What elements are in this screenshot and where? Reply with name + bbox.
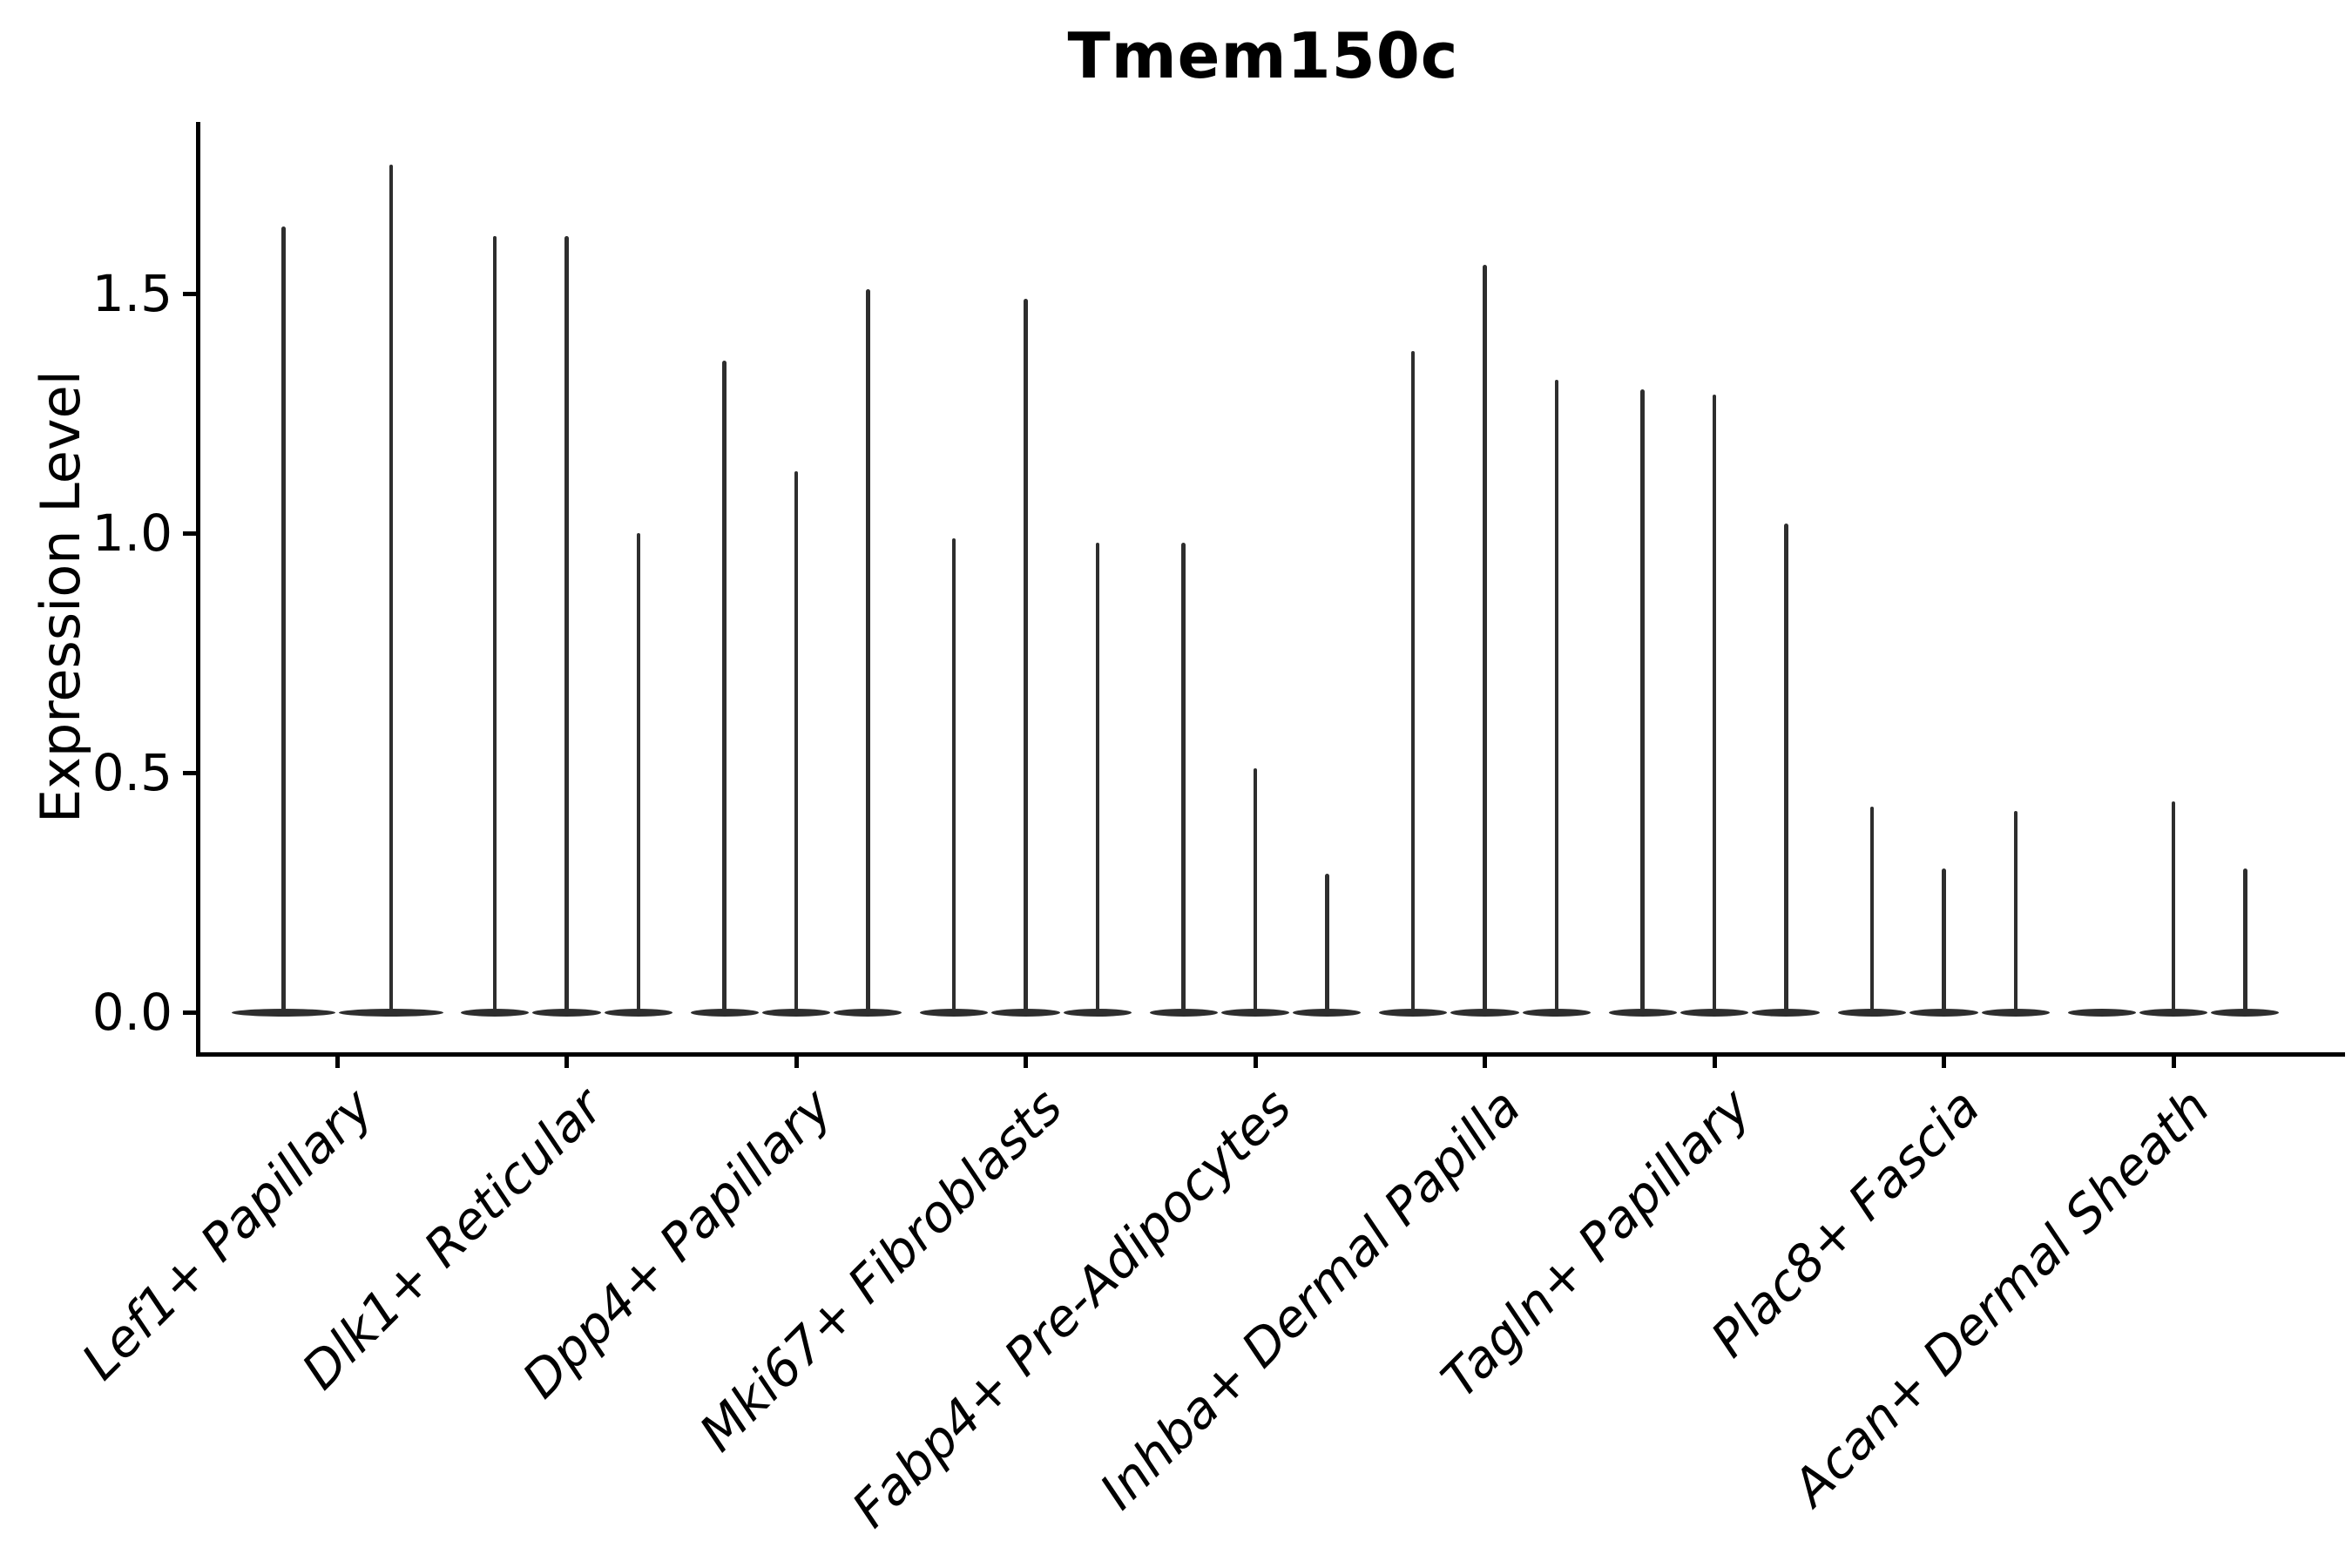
violin-base <box>1149 1008 1218 1017</box>
y-tick-label: 0.0 <box>91 983 172 1042</box>
x-tick <box>1024 1054 1028 1068</box>
x-tick <box>1942 1054 1946 1068</box>
violin-base <box>1220 1008 1290 1017</box>
violin-spike <box>2013 811 2018 1012</box>
y-tick-label: 1.0 <box>91 504 172 563</box>
violin-base <box>920 1008 989 1017</box>
y-tick-label: 0.5 <box>91 743 172 802</box>
violin-base <box>532 1008 601 1017</box>
violin-base <box>834 1008 902 1017</box>
violin-spike <box>2243 868 2247 1012</box>
violin-base <box>2139 1008 2208 1017</box>
y-tick <box>183 1010 196 1015</box>
violin-base <box>1680 1008 1749 1017</box>
violin-spike <box>1869 806 1875 1012</box>
violin-base <box>1752 1008 1821 1017</box>
violin-base <box>2211 1008 2280 1017</box>
violin-base <box>761 1008 831 1017</box>
x-tick <box>1712 1054 1717 1068</box>
x-tick <box>1253 1054 1258 1068</box>
violin-spike <box>1640 389 1645 1012</box>
violin-base <box>1379 1008 1448 1017</box>
violin-base <box>1838 1008 1907 1017</box>
violin-base <box>1981 1008 2050 1017</box>
violin-base <box>231 1008 335 1017</box>
violin-base <box>991 1008 1060 1017</box>
violin-base <box>1293 1008 1362 1017</box>
violin-spike <box>1325 873 1329 1012</box>
violin-base <box>1909 1008 1978 1017</box>
violin-spike <box>1410 351 1416 1012</box>
violin-base <box>690 1008 759 1017</box>
violin-base <box>1450 1008 1519 1017</box>
violin-spike <box>636 533 641 1012</box>
x-tick <box>794 1054 799 1068</box>
violin-spike <box>2171 801 2176 1012</box>
violin-base <box>461 1008 530 1017</box>
y-tick <box>183 531 196 536</box>
violin-spike <box>866 288 870 1012</box>
violin-spike <box>951 537 956 1012</box>
violin-base <box>1608 1008 1677 1017</box>
violin-spike <box>1095 543 1100 1012</box>
x-tick <box>2171 1054 2176 1068</box>
violin-spike <box>564 236 569 1012</box>
x-tick-label: Inhba+ Dermal Papilla <box>1088 1077 1533 1521</box>
x-tick <box>335 1054 340 1068</box>
violin-spike <box>1942 868 1946 1012</box>
x-tick <box>1483 1054 1487 1068</box>
violin-spike <box>389 164 393 1012</box>
violin-spike <box>1181 543 1186 1012</box>
x-tick <box>564 1054 569 1068</box>
x-tick-label: Fabp4+ Pre-Adipocytes <box>841 1077 1303 1539</box>
y-tick <box>183 291 196 296</box>
y-tick <box>183 770 196 775</box>
violin-spike <box>1483 265 1487 1012</box>
violin-spike <box>794 470 799 1012</box>
chart-title: Tmem150c <box>1067 19 1459 92</box>
x-tick-label: Acan+ Dermal Sheath <box>1781 1077 2221 1517</box>
violin-base <box>339 1008 443 1017</box>
x-axis-spine <box>196 1052 2345 1057</box>
violin-spike <box>492 236 497 1012</box>
violin-spike <box>722 361 727 1012</box>
violin-base <box>1522 1008 1591 1017</box>
violin-base <box>1063 1008 1132 1017</box>
violin-spike <box>281 226 286 1012</box>
y-tick-label: 1.5 <box>91 264 172 323</box>
violin-spike <box>1253 767 1258 1012</box>
violin-spike <box>1784 524 1788 1012</box>
violin-spike <box>1554 380 1559 1012</box>
violin-spike <box>1024 298 1028 1012</box>
violin-base <box>2067 1008 2136 1017</box>
y-axis-spine <box>196 122 200 1056</box>
violin-spike <box>1712 394 1717 1012</box>
violin-base <box>604 1008 672 1017</box>
